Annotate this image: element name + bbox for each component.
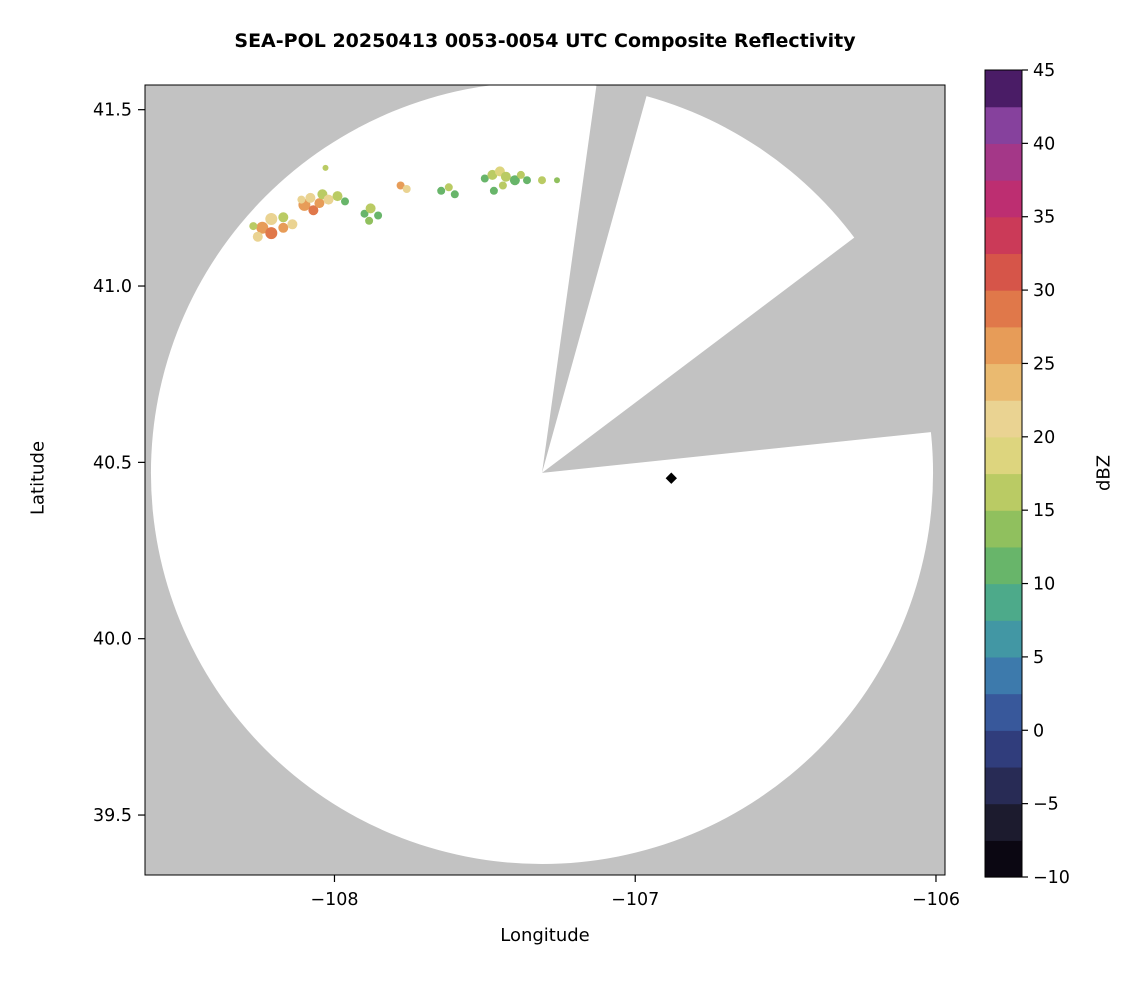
- echo-cell: [374, 211, 383, 220]
- echo-cell: [523, 176, 531, 185]
- colorbar-segment: [985, 253, 1022, 291]
- colorbar-tick-label: 40: [1033, 134, 1055, 154]
- colorbar-segment: [985, 693, 1022, 731]
- echo-cell: [322, 164, 329, 171]
- colorbar-segment: [985, 363, 1022, 401]
- echo-cell: [332, 191, 343, 202]
- colorbar-tick-label: 15: [1033, 501, 1055, 521]
- colorbar-segment: [985, 326, 1022, 365]
- echo-cell: [489, 186, 498, 195]
- echo-cell: [278, 222, 289, 233]
- colorbar-segment: [985, 766, 1022, 805]
- colorbar-segment: [985, 436, 1022, 475]
- colorbar-tick-label: −5: [1033, 795, 1059, 815]
- colorbar-tick-label: 25: [1033, 354, 1055, 374]
- echo-cell: [480, 174, 489, 183]
- echo-cell: [554, 177, 560, 184]
- colorbar-segment: [985, 143, 1022, 181]
- colorbar-segment: [985, 180, 1022, 218]
- colorbar-tick-label: 45: [1033, 61, 1055, 81]
- axes-frame: [144, 84, 946, 876]
- echo-cell: [450, 190, 459, 199]
- y-tick-label: 41.5: [93, 101, 132, 121]
- colorbar-tick-label: 20: [1033, 428, 1055, 448]
- plot-content: [151, 85, 945, 864]
- colorbar-segment: [985, 803, 1022, 841]
- echo-cell: [314, 198, 325, 209]
- echo-cell: [498, 181, 507, 190]
- echo-cell: [252, 231, 263, 242]
- colorbar-tick-label: −10: [1033, 868, 1070, 888]
- echo-cell: [365, 203, 376, 214]
- echo-cell: [444, 183, 453, 192]
- echo-cell: [341, 197, 349, 206]
- echo-cell: [396, 181, 405, 190]
- colorbar-tick-label: 5: [1033, 648, 1044, 668]
- echo-cell: [297, 195, 306, 204]
- echo-cell: [365, 216, 374, 225]
- colorbar-segment: [985, 216, 1022, 255]
- echo-cell: [323, 194, 334, 205]
- echo-cell: [256, 221, 269, 234]
- echo-cell: [305, 192, 316, 203]
- blocked-sector-2: [542, 169, 945, 473]
- echo-cell: [249, 222, 258, 231]
- x-tick-label: −108: [310, 890, 358, 910]
- echo-cell: [402, 185, 411, 193]
- chart-title: SEA-POL 20250413 0053-0054 UTC Composite…: [234, 30, 856, 52]
- y-tick-label: 39.5: [93, 806, 132, 826]
- colorbar-segment: [985, 510, 1022, 548]
- colorbar-segment: [985, 840, 1022, 878]
- colorbar-segment: [985, 620, 1022, 658]
- colorbar-segment: [985, 546, 1022, 585]
- x-tick-label: −106: [912, 890, 960, 910]
- echo-cell: [308, 205, 319, 216]
- colorbar-segment: [985, 70, 1022, 108]
- x-axis-label: Longitude: [500, 925, 590, 946]
- echo-cell: [509, 175, 520, 186]
- colorbar-segment: [985, 656, 1022, 695]
- colorbar-label: dBZ: [1093, 454, 1115, 492]
- colorbar-segment: [985, 730, 1022, 768]
- y-axis-label: Latitude: [27, 440, 49, 516]
- colorbar-segment: [985, 400, 1022, 438]
- colorbar-tick-label: 10: [1033, 575, 1055, 595]
- echo-cell: [487, 169, 498, 180]
- colorbar-segment: [985, 290, 1022, 328]
- echo-cell: [265, 213, 278, 225]
- colorbar-tick-label: 35: [1033, 208, 1055, 228]
- x-tick-label: −107: [611, 890, 659, 910]
- y-tick-label: 40.0: [93, 630, 132, 650]
- echo-cell: [538, 176, 546, 185]
- echo-cell: [437, 186, 446, 195]
- colorbar-outline: [984, 69, 1023, 878]
- radar-coverage-area: [151, 85, 933, 864]
- colorbar-segment: [985, 583, 1022, 621]
- colorbar-tick-label: 30: [1033, 281, 1055, 301]
- echo-cell: [287, 219, 298, 230]
- colorbar-tick-label: 0: [1033, 721, 1044, 741]
- y-tick-label: 41.0: [93, 277, 132, 297]
- echo-cell: [360, 209, 369, 218]
- echo-cell: [500, 171, 511, 182]
- blocked-sector-1: [542, 85, 650, 473]
- echo-cell: [516, 170, 525, 179]
- echo-cell: [278, 212, 289, 223]
- colorbar-segment: [985, 473, 1022, 511]
- y-tick-label: 40.5: [93, 453, 132, 473]
- echo-cell: [265, 227, 278, 240]
- colorbar-segment: [985, 106, 1022, 144]
